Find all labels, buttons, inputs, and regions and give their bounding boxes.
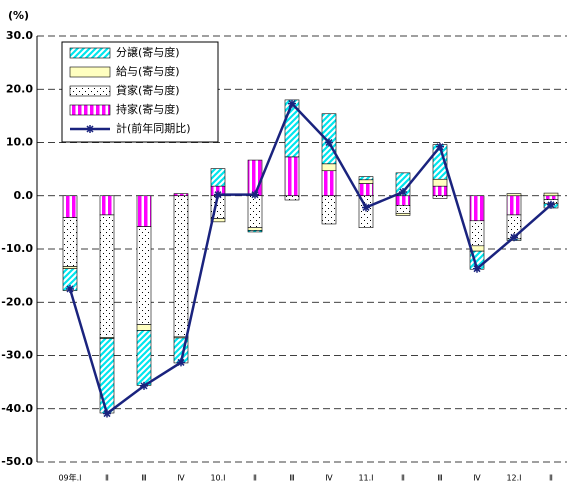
bar xyxy=(210,168,226,187)
bar xyxy=(543,192,559,197)
y-tick-label: -10.0 xyxy=(1,242,33,255)
unit-label: (%) xyxy=(8,9,29,22)
bar xyxy=(432,178,448,187)
line-marker xyxy=(86,125,94,133)
bar xyxy=(247,230,263,233)
y-tick-label: -20.0 xyxy=(1,295,33,308)
line-marker xyxy=(473,264,481,273)
line-marker xyxy=(288,99,296,108)
bar xyxy=(99,338,115,414)
bar xyxy=(395,195,411,206)
line-marker xyxy=(325,138,333,147)
x-tick-label: Ⅱ xyxy=(105,474,109,483)
x-tick-label: 12.Ⅰ xyxy=(506,474,521,483)
bar xyxy=(469,195,485,222)
bar xyxy=(247,159,263,197)
legend-symbol xyxy=(69,47,111,59)
x-tick-label: 10.Ⅰ xyxy=(210,474,225,483)
x-tick-label: Ⅲ xyxy=(289,474,295,483)
x-tick-label: Ⅱ xyxy=(253,474,257,483)
x-tick-label: Ⅲ xyxy=(141,474,147,483)
bar xyxy=(136,226,152,325)
line-marker xyxy=(140,381,148,390)
line-marker xyxy=(103,409,111,418)
line-marker xyxy=(399,188,407,197)
bar xyxy=(136,195,152,227)
bar xyxy=(136,324,152,331)
line-marker xyxy=(177,358,185,367)
bar xyxy=(506,193,522,197)
bar xyxy=(284,195,300,201)
bar xyxy=(284,156,300,197)
bar xyxy=(62,217,78,267)
y-tick-label: 30.0 xyxy=(6,29,33,42)
bar xyxy=(321,163,337,172)
bar xyxy=(543,195,559,200)
x-tick-label: 09年.Ⅰ xyxy=(58,473,81,483)
y-tick-label: -40.0 xyxy=(1,402,33,415)
bar xyxy=(469,220,485,247)
bar xyxy=(358,179,374,184)
x-tick-label: Ⅱ xyxy=(549,474,553,483)
bar xyxy=(62,195,78,218)
bar xyxy=(395,213,411,216)
y-tick-label: 0.0 xyxy=(14,189,34,202)
bar xyxy=(136,330,152,386)
legend-label: 貸家(寄与度) xyxy=(116,83,180,97)
x-tick-label: Ⅱ xyxy=(401,474,405,483)
bar xyxy=(247,195,263,229)
legend-label: 給与(寄与度) xyxy=(116,64,180,78)
x-tick-label: Ⅳ xyxy=(177,474,185,483)
bar xyxy=(62,266,78,270)
bar xyxy=(432,185,448,197)
x-tick-label: Ⅳ xyxy=(473,474,481,483)
y-tick-label: -50.0 xyxy=(1,455,33,468)
bar xyxy=(173,195,189,338)
bar xyxy=(99,214,115,338)
line-marker xyxy=(214,190,222,199)
legend-symbol xyxy=(69,85,111,97)
line-marker xyxy=(66,284,74,293)
bar xyxy=(99,195,115,216)
bar xyxy=(358,183,374,197)
y-tick-label: 20.0 xyxy=(6,82,33,95)
legend-symbol xyxy=(69,104,111,116)
bar xyxy=(506,195,522,216)
line-marker xyxy=(362,203,370,212)
bar xyxy=(173,193,189,197)
bar xyxy=(210,218,226,223)
bar xyxy=(321,195,337,225)
bar xyxy=(432,195,448,199)
legend-label: 持家(寄与度) xyxy=(116,102,180,116)
bar xyxy=(321,170,337,197)
bar xyxy=(358,176,374,181)
bar xyxy=(247,227,263,231)
x-tick-label: Ⅳ xyxy=(325,474,333,483)
line-marker xyxy=(436,142,444,151)
y-tick-label: 10.0 xyxy=(6,136,33,149)
line xyxy=(68,101,552,416)
x-tick-label: 11.Ⅰ xyxy=(358,474,373,483)
x-tick-label: Ⅲ xyxy=(437,474,443,483)
line-marker xyxy=(547,200,555,209)
legend-symbol xyxy=(69,66,111,78)
line-marker xyxy=(510,233,518,242)
line-marker xyxy=(251,190,259,199)
legend-label: 計(前年同期比) xyxy=(116,121,191,135)
y-tick-label: -30.0 xyxy=(1,349,33,362)
legend-label: 分譲(寄与度) xyxy=(116,45,180,59)
bar xyxy=(395,205,411,214)
